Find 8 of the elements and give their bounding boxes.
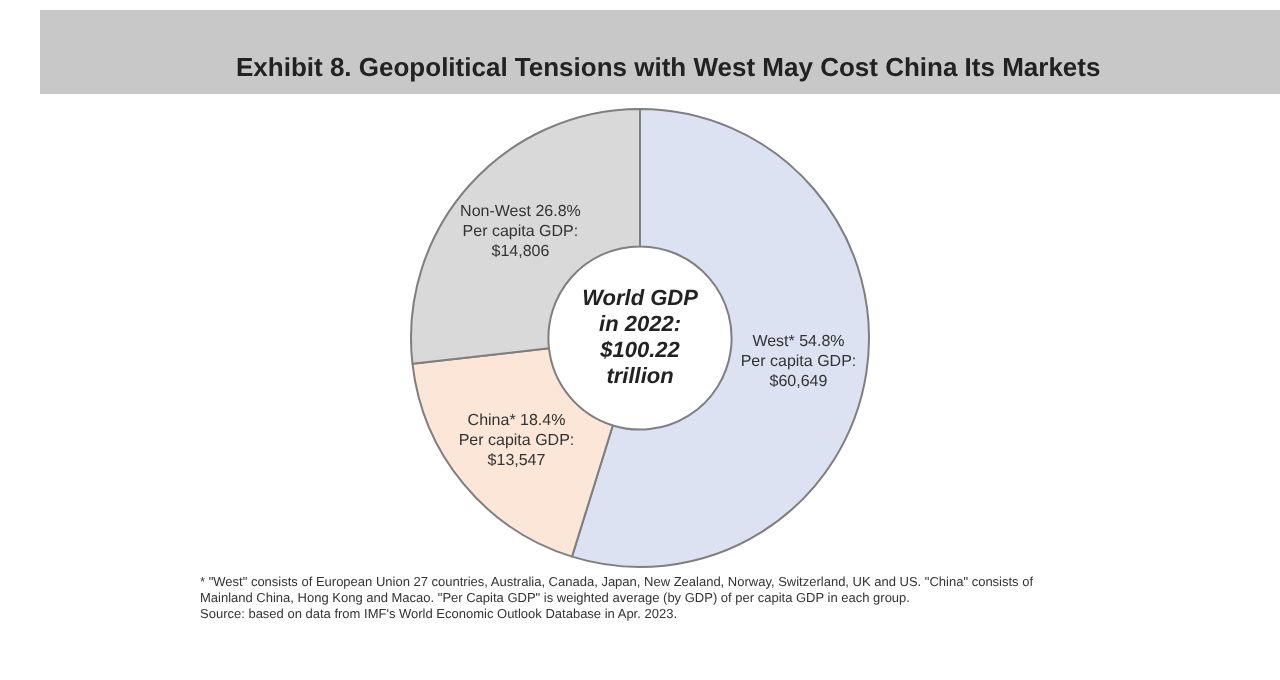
slice-label: West* 54.8%: [752, 332, 845, 351]
slice-label: Non-West 26.8%: [460, 201, 581, 220]
chart-title: Exhibit 8. Geopolitical Tensions with West May Cost China Its Markets: [236, 52, 1101, 82]
text: Per capita GDP: $13,547: [458, 430, 575, 469]
slice-label: China* 18.4%: [467, 410, 566, 429]
text: Per capita GDP: $14,806: [462, 221, 579, 260]
text: Per capita GDP: $60,649: [740, 352, 857, 391]
text: World GDP in 2022: $100.22 trillion: [582, 287, 700, 390]
